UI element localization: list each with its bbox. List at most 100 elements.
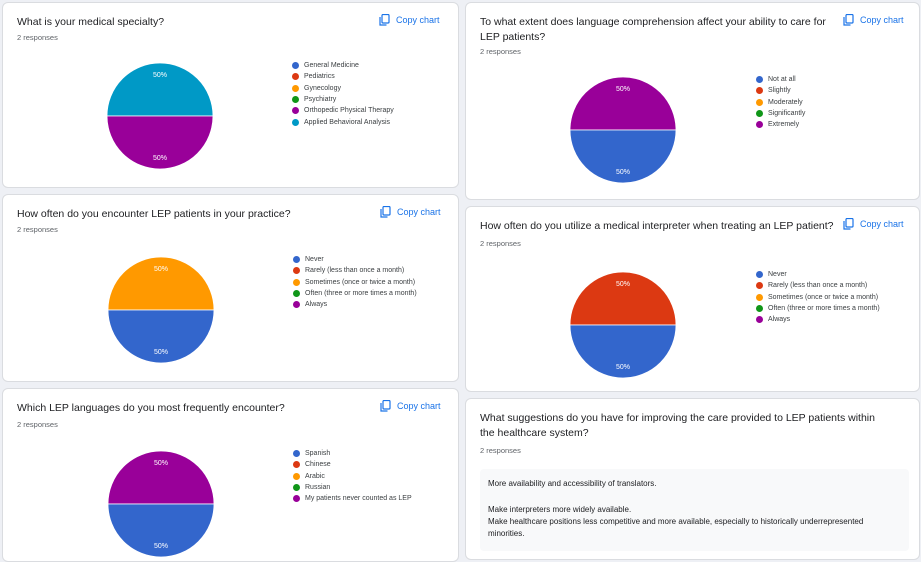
answer-list: More availability and accessibility of t… — [480, 469, 909, 551]
pie-slice — [107, 450, 215, 505]
legend-item: Often (three or more times a month) — [756, 303, 880, 314]
legend-item: Russian — [293, 482, 412, 493]
question-title: How often do you utilize a medical inter… — [480, 220, 834, 232]
legend-item: Rarely (less than once a month) — [293, 265, 417, 276]
legend-swatch — [293, 301, 300, 309]
legend-item: Never — [756, 269, 880, 280]
pie-slice — [569, 271, 677, 326]
slice-label: 50% — [616, 281, 630, 288]
copy-icon — [843, 218, 854, 230]
legend-label: Sometimes (once or twice a month) — [305, 278, 416, 286]
legend-item: Often (three or more times a month) — [293, 288, 417, 299]
legend-swatch — [292, 62, 299, 70]
legend-label: Extremely — [768, 121, 800, 129]
legend-label: Never — [305, 256, 324, 264]
slice-label: 50% — [154, 349, 168, 356]
response-count: 2 responses — [17, 33, 58, 42]
copy-chart-button[interactable]: Copy chart — [380, 400, 441, 412]
legend-label: Applied Behavioral Analysis — [304, 118, 390, 126]
question-card-suggestions: What suggestions do you have for improvi… — [465, 398, 920, 560]
legend-label: Always — [768, 316, 791, 324]
question-card-lep-languages: Which LEP languages do you most frequent… — [2, 388, 459, 562]
copy-chart-button[interactable]: Copy chart — [843, 14, 904, 26]
legend-swatch — [756, 293, 763, 301]
legend-swatch — [292, 118, 299, 126]
legend-swatch — [756, 87, 763, 95]
legend-swatch — [293, 461, 300, 469]
pie-slice — [106, 115, 214, 170]
pie-chart: 50% 50% — [107, 450, 215, 558]
pie-chart: 50% 50% — [569, 271, 677, 379]
question-card-specialty: What is your medical specialty? 2 respon… — [2, 2, 459, 188]
slice-label: 50% — [154, 543, 168, 550]
copy-icon — [843, 14, 854, 26]
copy-icon — [379, 14, 390, 26]
legend-item: Orthopedic Physical Therapy — [292, 105, 394, 116]
legend-label: Chinese — [305, 461, 331, 469]
legend-label: Spanish — [305, 450, 331, 458]
legend-swatch — [756, 282, 763, 290]
copy-icon — [380, 400, 391, 412]
pie-slice — [107, 256, 215, 311]
legend-label: Slightly — [768, 87, 791, 95]
legend-swatch — [756, 98, 763, 106]
question-card-lep-encounter: How often do you encounter LEP patients … — [2, 194, 459, 382]
legend-swatch — [293, 450, 300, 458]
question-title: What suggestions do you have for improvi… — [480, 412, 875, 439]
legend-swatch — [293, 472, 300, 480]
copy-chart-label: Copy chart — [397, 207, 441, 217]
legend-swatch — [756, 305, 763, 313]
slice-label: 50% — [154, 460, 168, 467]
legend-item: Psychiatry — [292, 94, 394, 105]
legend-item: Arabic — [293, 471, 412, 482]
legend-item: Moderately — [756, 97, 805, 108]
response-count: 2 responses — [17, 420, 58, 429]
legend-swatch — [756, 121, 763, 129]
chart-legend: Never Rarely (less than once a month) Some… — [756, 269, 880, 325]
legend-swatch — [293, 495, 300, 503]
chart-legend: Never Rarely (less than once a month) Some… — [293, 254, 417, 310]
legend-label: Significantly — [768, 110, 806, 118]
copy-chart-button[interactable]: Copy chart — [843, 218, 904, 230]
legend-label: Often (three or more times a month) — [768, 305, 880, 313]
legend-item: Chinese — [293, 459, 412, 470]
question-title: What is your medical specialty? — [17, 16, 165, 28]
legend-item: My patients never counted as LEP — [293, 493, 412, 504]
legend-item: Always — [756, 314, 880, 325]
legend-label: Rarely (less than once a month) — [768, 282, 868, 290]
legend-item: Gynecology — [292, 83, 394, 94]
pie-chart: 50% 50% — [106, 62, 214, 170]
copy-chart-label: Copy chart — [860, 15, 904, 25]
legend-swatch — [756, 271, 763, 279]
legend-label: Psychiatry — [304, 96, 337, 104]
pie-slice — [107, 503, 215, 558]
legend-swatch — [293, 290, 300, 298]
legend-label: Pediatrics — [304, 73, 335, 81]
legend-item: Pediatrics — [292, 71, 394, 82]
legend-label: Never — [768, 271, 787, 279]
legend-item: Slightly — [756, 85, 805, 96]
legend-item: Never — [293, 254, 417, 265]
question-card-interpreter-use: How often do you utilize a medical inter… — [465, 206, 920, 392]
question-card-language-comprehension: To what extent does language comprehensi… — [465, 2, 920, 200]
legend-item: Always — [293, 299, 417, 310]
pie-slice — [569, 76, 677, 131]
legend-swatch — [292, 96, 299, 104]
slice-label: 50% — [153, 155, 167, 162]
question-title: Which LEP languages do you most frequent… — [17, 402, 285, 414]
legend-item: Sometimes (once or twice a month) — [293, 277, 417, 288]
legend-swatch — [292, 73, 299, 81]
copy-chart-button[interactable]: Copy chart — [379, 14, 440, 26]
legend-swatch — [293, 267, 300, 275]
copy-chart-button[interactable]: Copy chart — [380, 206, 441, 218]
slice-label: 50% — [616, 86, 630, 93]
slice-label: 50% — [154, 266, 168, 273]
copy-chart-label: Copy chart — [396, 15, 440, 25]
legend-swatch — [756, 316, 763, 324]
copy-chart-label: Copy chart — [860, 219, 904, 229]
legend-label: Rarely (less than once a month) — [305, 267, 405, 275]
legend-item: Rarely (less than once a month) — [756, 280, 880, 291]
legend-item: General Medicine — [292, 60, 394, 71]
response-count: 2 responses — [480, 239, 521, 248]
legend-label: Sometimes (once or twice a month) — [768, 293, 879, 301]
